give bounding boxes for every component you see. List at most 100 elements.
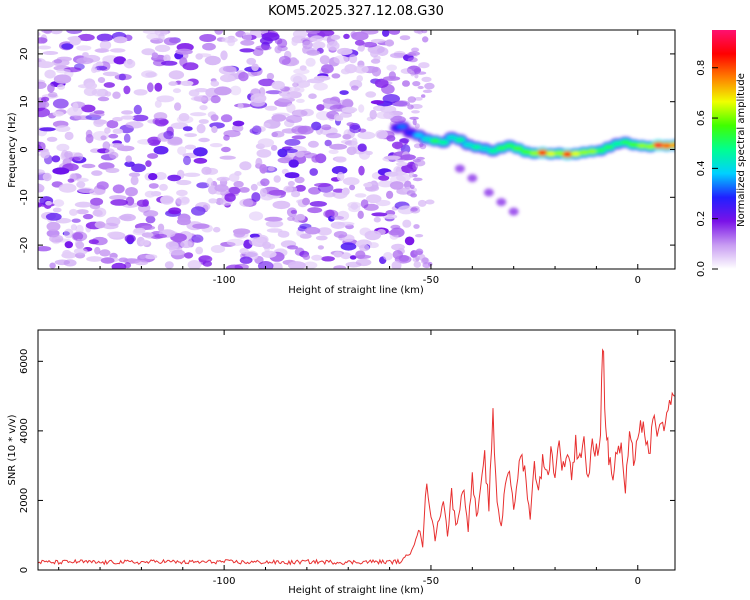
spectrogram-noise-blob [53,59,63,64]
spectrogram-noise-blob [99,249,111,257]
spectrogram-signal-ridge [389,121,675,216]
spectrogram-noise-blob [371,66,382,77]
spectrogram-noise-blob [99,40,112,50]
spectrogram-noise-blob [54,259,70,266]
spectrogram-noise-blob [123,133,131,143]
spectrogram-noise-blob [105,148,115,155]
spectrogram-noise-blob [317,227,332,236]
spectrogram-noise-blob [82,213,94,220]
spectrogram-noise-blob [111,262,127,269]
spectrogram-noise-blob [261,250,277,258]
spectrogram-noise-blob [73,247,88,255]
spectrogram-noise-blob [321,256,335,262]
spectrogram-noise-blob [222,65,237,73]
spectrogram-noise-blob [349,124,362,134]
spectrogram-noise-blob [38,144,43,153]
spectrogram-noise-blob [375,129,388,140]
spectrogram-noise-blob [354,193,367,198]
spectrogram-noise-blob [278,55,291,65]
spectrogram-noise-blob [71,218,81,223]
spectrogram-noise-blob [193,157,208,164]
spectrogram-noise-blob [402,219,412,228]
spectrogram-noise-blob [134,260,149,266]
spectrogram-noise-blob [325,132,342,139]
spectrogram-noise-blob [295,184,306,192]
spectrogram-y-tick-label: 0 [19,146,30,152]
spectrogram-noise-blob [41,96,50,102]
spectrogram-noise-blob [412,177,423,182]
spectrogram-noise-blob [226,238,245,247]
spectrogram-noise-blob [397,205,415,215]
spectrogram-noise-blob [174,102,182,111]
spectrogram-noise-blob [89,111,105,118]
spectrogram-noise-blob [394,100,411,107]
spectrogram-noise-blob [308,187,321,195]
spectrogram-noise-blob [176,196,190,206]
spectrogram-noise-blob [61,43,74,50]
spectrogram-signal-point [529,151,539,156]
colorbar-bar [712,30,736,269]
spectrogram-signal-point [587,149,597,154]
spectrogram-signal-point [554,151,564,156]
spectrogram-noise-blob [377,180,394,188]
spectrogram-y-tick-label: 20 [19,48,30,61]
spectrogram-noise-blob [410,184,415,189]
spectrogram-noise-blob [311,121,322,131]
spectrogram-noise-blob [211,125,218,134]
spectrogram-noise-blob [330,34,341,40]
spectrogram-noise-blob [233,180,244,188]
spectrogram-noise-blob [228,173,240,182]
spectrogram-noise-blob [95,48,108,53]
spectrogram-noise-blob [257,138,275,148]
spectrogram-signal-point [513,146,523,151]
spectrogram-noise-blob [214,86,232,96]
spectrogram-noise-blob [357,46,365,52]
spectrogram-noise-blob [340,242,357,251]
spectrogram-noise-blob [144,254,158,260]
spectrogram-noise-blob [97,77,106,83]
spectrogram-signal-point [438,140,448,145]
spectrogram-noise-blob [140,239,150,246]
spectrogram-noise-blob [381,84,395,95]
spectrogram-noise-blob [44,69,56,79]
spectrogram-noise-blob [382,30,390,37]
spectrogram-noise-blob [333,55,349,64]
spectrogram-noise-blob [359,244,370,252]
spectrogram-noise-blob [130,175,139,186]
spectrogram-noise-blob [319,55,330,65]
spectrogram-noise-blob [50,30,63,35]
spectrogram-noise-blob [76,177,89,183]
spectrogram-noise-blob [277,157,293,164]
spectrogram-noise-blob [191,206,206,216]
spectrogram-noise-blob [419,142,424,148]
spectrogram-noise-blob [312,41,326,49]
spectrogram-noise-blob [369,109,377,120]
spectrogram-noise-blob [219,155,236,160]
spectrogram-noise-blob [248,236,266,247]
spectrogram-noise-blob [313,82,328,91]
spectrogram-noise-blob [305,30,321,35]
spectrogram-noise-blob [409,116,419,120]
spectrogram-noise-blob [349,184,356,191]
spectrogram-noise-blob [38,183,45,193]
spectrogram-noise-blob [161,60,178,66]
spectrogram-noise-blob [417,199,427,207]
spectrogram-x-tick-label: -100 [213,275,236,286]
colorbar-ticks: 0.0 0.2 0.4 0.6 0.8 [696,60,718,277]
spectrogram-noise-blob [198,137,210,143]
spectrogram-noise-blob [422,89,433,94]
spectrogram-noise-blob [160,195,174,205]
spectrogram-noise-blob [38,45,52,50]
spectrogram-noise-blob [142,30,161,34]
spectrogram-x-tick-label: 0 [635,275,641,286]
spectrogram-y-label: Frequency (Hz) [7,112,18,188]
spectrogram-noise-blob [349,255,357,260]
spectrogram-noise-blob [40,149,50,159]
spectrogram-noise-blob [351,31,369,41]
spectrogram-noise-blob [282,93,291,99]
spectrogram-noise-blob [388,229,401,236]
spectrogram-noise-blob [120,115,135,120]
spectrogram-branch-point [454,164,465,173]
spectrogram-noise-blob [296,98,305,103]
spectrogram-noise-blob [141,48,156,56]
